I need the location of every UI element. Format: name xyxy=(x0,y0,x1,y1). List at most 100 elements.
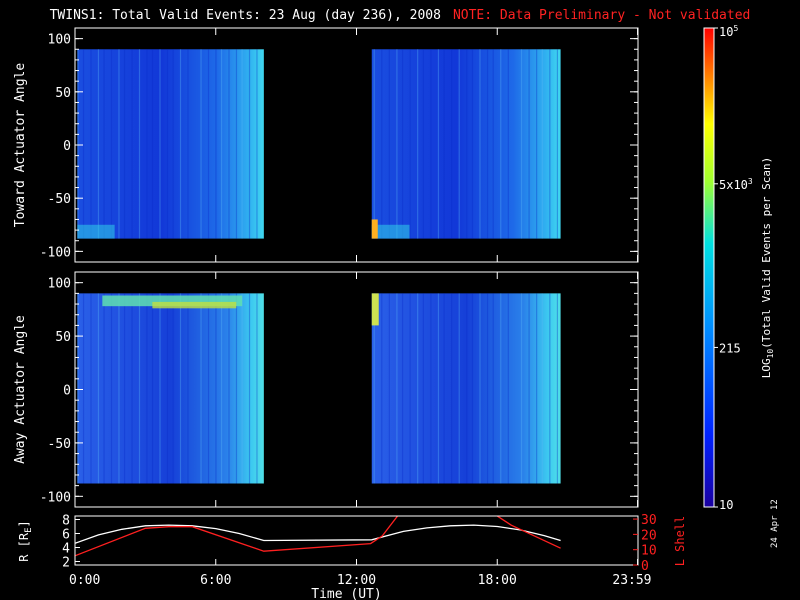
away-streak xyxy=(471,293,474,484)
toward-streak xyxy=(422,49,424,239)
colorbar-tick-label: 105 xyxy=(719,24,738,39)
toward-ytick-label: 0 xyxy=(63,139,71,154)
away-streak xyxy=(451,293,453,484)
toward-streak xyxy=(97,49,100,239)
toward-streak xyxy=(256,49,258,239)
toward-streak xyxy=(556,49,559,239)
away-streak xyxy=(77,293,79,484)
time-axis-label: Time (UT) xyxy=(311,587,381,600)
away-streak xyxy=(235,293,238,484)
toward-streak xyxy=(500,49,502,239)
away-streak xyxy=(207,293,210,484)
toward-streak xyxy=(179,49,182,239)
away-ytick-label: 100 xyxy=(48,277,71,292)
toward-streak xyxy=(492,49,494,239)
colorbar-tick-label: 215 xyxy=(719,341,741,355)
toward-streak xyxy=(471,49,474,239)
toward-streak xyxy=(220,49,223,239)
colorbar-label-log: LOG xyxy=(760,358,773,378)
toward-streak xyxy=(486,49,489,239)
toward-streak xyxy=(507,49,509,239)
toward-enhancement xyxy=(371,224,410,239)
away-ytick-label: 0 xyxy=(63,384,71,399)
toward-ylabel: Toward Actuator Angle xyxy=(13,63,28,228)
l-shell-axis-label: L Shell xyxy=(673,516,687,567)
r-tick-label: 4 xyxy=(62,542,70,557)
r-label-main: R [R xyxy=(17,532,31,562)
toward-streak xyxy=(430,49,432,239)
away-streak xyxy=(528,293,530,484)
away-streak xyxy=(138,293,141,484)
l-shell-tick-label: 20 xyxy=(641,528,657,543)
away-streak xyxy=(97,293,100,484)
r-tick-label: 2 xyxy=(62,556,70,571)
away-streak xyxy=(103,293,105,484)
away-streak xyxy=(437,293,440,484)
colorbar-tick-base: 215 xyxy=(719,341,741,355)
away-streak xyxy=(159,293,161,484)
toward-ytick-label: -100 xyxy=(40,245,71,260)
away-streak xyxy=(200,293,202,484)
away-streak xyxy=(228,293,230,484)
time-tick-label: 6:00 xyxy=(200,573,231,588)
away-streak xyxy=(479,293,481,484)
away-streak xyxy=(536,293,538,484)
away-streak xyxy=(430,293,432,484)
colorbar-scale xyxy=(703,27,715,508)
r-tick-label: 8 xyxy=(62,514,70,529)
toward-data-block xyxy=(371,49,561,239)
away-data-block xyxy=(77,293,264,484)
away-ytick-label: -100 xyxy=(40,490,71,505)
r-axis-label: R [RE] xyxy=(17,520,34,562)
toward-streak xyxy=(235,49,238,239)
title-text: TWINS1: Total Valid Events: 23 Aug (day … xyxy=(49,8,441,23)
away-streak xyxy=(118,293,120,484)
toward-streak xyxy=(90,49,92,239)
toward-streak xyxy=(451,49,453,239)
toward-streak xyxy=(138,49,141,239)
away-streak xyxy=(110,293,113,484)
away-streak xyxy=(507,293,509,484)
toward-streak xyxy=(200,49,202,239)
r-tick-label: 6 xyxy=(62,528,70,543)
toward-hotspot xyxy=(371,219,378,239)
toward-streak xyxy=(437,49,440,239)
toward-streak xyxy=(520,49,523,239)
toward-streak xyxy=(103,49,105,239)
panel-away: -100 -50 0 50 100 Away Actuator Angle xyxy=(13,271,639,508)
away-streak xyxy=(187,293,189,484)
colorbar-label-sub: 10 xyxy=(766,349,775,359)
away-streak xyxy=(541,293,543,484)
chart-title: TWINS1: Total Valid Events: 23 Aug (day … xyxy=(0,8,800,23)
time-tick-label: 23:59 xyxy=(612,573,651,588)
toward-data-block xyxy=(77,49,264,239)
away-streak xyxy=(396,293,398,484)
away-streak xyxy=(556,293,559,484)
date-stamp: 24 Apr 12 xyxy=(770,499,780,548)
r-label-sub: E xyxy=(24,527,34,532)
toward-streak xyxy=(228,49,230,239)
l-shell-tick-label: 0 xyxy=(641,559,649,574)
toward-streak xyxy=(401,49,404,239)
toward-streak xyxy=(248,49,251,239)
time-tick-label: 12:00 xyxy=(337,573,376,588)
away-streak xyxy=(151,293,154,484)
toward-streak xyxy=(536,49,538,239)
away-streak xyxy=(388,293,390,484)
colorbar-tick-base: 10 xyxy=(719,25,733,39)
colorbar-label-rest: (Total Valid Events per Scan) xyxy=(760,157,773,349)
away-enhancement xyxy=(102,295,243,307)
away-streak xyxy=(90,293,92,484)
away-streak xyxy=(146,293,148,484)
away-streak xyxy=(381,293,383,484)
away-streak xyxy=(172,293,174,484)
away-streak xyxy=(248,293,251,484)
l-shell-tick-label: 30 xyxy=(641,513,657,528)
l-shell-line xyxy=(75,516,561,557)
toward-streak xyxy=(241,49,243,239)
toward-streak xyxy=(549,49,551,239)
toward-streak xyxy=(207,49,210,239)
toward-streak xyxy=(215,49,217,239)
